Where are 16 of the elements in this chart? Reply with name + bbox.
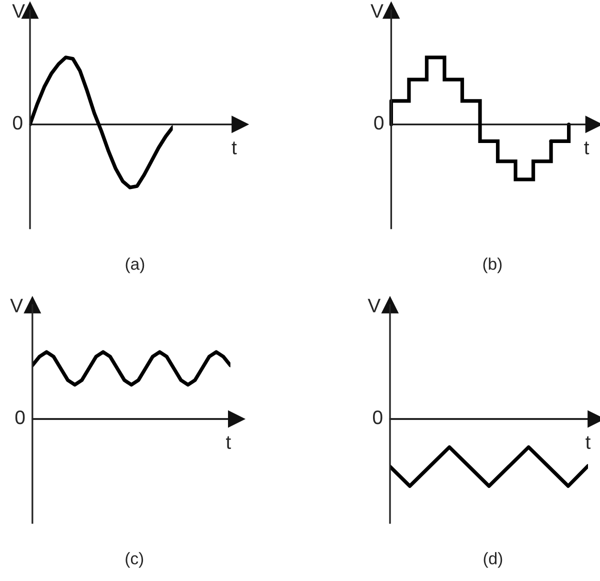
text: (b) — [483, 258, 502, 274]
y-axis-title: V — [10, 298, 23, 312]
y-axis-title: V — [12, 4, 25, 18]
x-axis-title: t — [226, 436, 231, 449]
text: 0 — [13, 116, 22, 130]
annotation: 0 — [374, 116, 384, 130]
x-axis-title: t — [586, 436, 591, 449]
text: (a) — [126, 258, 144, 274]
text: (c) — [126, 552, 144, 568]
y-axis-title: V — [368, 298, 381, 312]
text: 0 — [15, 410, 25, 424]
text: (d) — [484, 552, 502, 568]
y-axis-title: V — [370, 4, 384, 18]
text: 0 — [373, 410, 382, 424]
x-axis-title: t — [584, 142, 590, 154]
x-axis-title: t — [232, 142, 237, 154]
